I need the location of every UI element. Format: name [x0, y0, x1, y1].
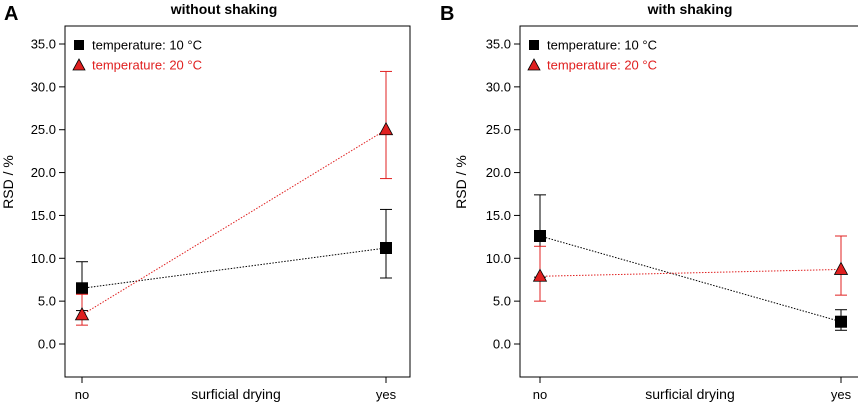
legend-label-20c-a: temperature: 20 °C: [92, 58, 202, 73]
chart-title-a: without shaking: [170, 1, 278, 17]
y-axis-label-a: RSD / %: [0, 155, 16, 209]
y-tick-label-b: 35.0: [486, 37, 511, 52]
chart-title-b: with shaking: [647, 1, 733, 17]
data-point-10c-a: [76, 282, 88, 295]
series-line-20c-a: [81, 129, 387, 316]
series-line-10c-a: [81, 247, 387, 289]
y-tick-label-b: 20.0: [486, 165, 511, 180]
y-tick-label-b: 30.0: [486, 79, 511, 94]
y-tick-label-b: 5.0: [493, 294, 511, 309]
data-point-10c-a: [380, 242, 392, 254]
plot-frame-b: [519, 25, 858, 378]
data-point-20c-a: [378, 121, 394, 136]
y-tick-label-a: 20.0: [31, 165, 56, 180]
series-line-10c-b: [539, 235, 842, 323]
chart-panel-a: A without shaking RSD / % surficial dryi…: [0, 1, 411, 402]
legend-marker-10c-a: [74, 40, 84, 50]
legend-marker-20c-a: [72, 58, 86, 71]
panel-letter-b: B: [440, 3, 454, 25]
y-tick-label-b: 10.0: [486, 251, 511, 266]
y-tick-label-b: 25.0: [486, 122, 511, 137]
y-tick-label-b: 15.0: [486, 208, 511, 223]
legend-marker-10c-b: [529, 40, 539, 50]
data-point-10c-b: [835, 315, 847, 328]
y-tick-label-a: 25.0: [31, 122, 56, 137]
x-tick-label-a: no: [75, 387, 89, 402]
data-point-20c-b: [532, 268, 548, 282]
panel-letter-a: A: [4, 3, 18, 25]
legend-label-10c-a: temperature: 10 °C: [92, 38, 202, 53]
series-line-20c-b: [539, 268, 842, 277]
y-tick-label-a: 0.0: [38, 337, 56, 352]
y-tick-label-a: 10.0: [31, 251, 56, 266]
y-tick-label-a: 30.0: [31, 79, 56, 94]
plot-area-b: 0.0 5.0 10.0 15.0 20.0 25.0 30.0 35.0 no yes tempe…: [486, 25, 858, 402]
chart-panel-b: B with shaking RSD / % surficial drying …: [440, 1, 858, 402]
x-tick-label-b: no: [533, 387, 547, 402]
x-tick-label-a: yes: [376, 387, 397, 402]
legend-marker-20c-b: [527, 58, 541, 71]
legend-label-10c-b: temperature: 10 °C: [547, 38, 657, 53]
plot-frame-a: [64, 25, 411, 378]
y-axis-label-b: RSD / %: [453, 155, 469, 209]
y-tick-label-a: 35.0: [31, 37, 56, 52]
data-point-20c-b: [833, 261, 849, 275]
x-tick-label-b: yes: [831, 387, 852, 402]
y-tick-label-a: 5.0: [38, 294, 56, 309]
legend-label-20c-b: temperature: 20 °C: [547, 58, 657, 73]
data-point-10c-b: [534, 230, 546, 242]
data-point-20c-a: [74, 307, 90, 321]
x-axis-label-a: surficial drying: [191, 386, 280, 402]
x-axis-label-b: surficial drying: [645, 386, 734, 402]
plot-area-a: 0.0 5.0 10.0 15.0 20.0 25.0 30.0 35.0 no yes tempe…: [31, 25, 411, 402]
y-tick-label-a: 15.0: [31, 208, 56, 223]
y-tick-label-b: 0.0: [493, 337, 511, 352]
